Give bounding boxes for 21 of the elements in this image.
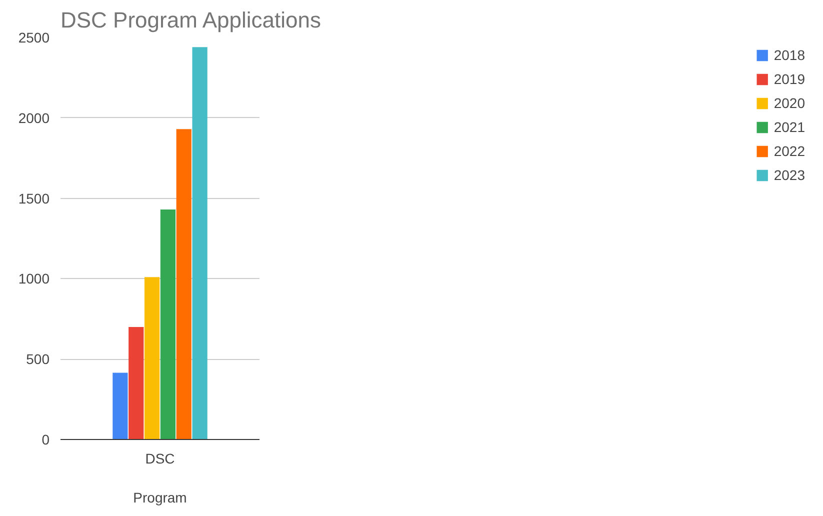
- y-tick-label: 500: [26, 351, 50, 368]
- bar: [176, 129, 192, 440]
- legend-label: 2023: [774, 167, 805, 183]
- chart-title: DSC Program Applications: [60, 8, 321, 32]
- y-tick-label: 2000: [18, 110, 50, 126]
- legend-label: 2022: [774, 143, 805, 159]
- y-tick-label: 0: [42, 432, 50, 448]
- bar: [112, 372, 128, 440]
- legend-label: 2019: [774, 71, 805, 87]
- y-tick-label: 2500: [18, 30, 50, 46]
- legend-label: 2018: [774, 47, 805, 63]
- y-tick-label: 1000: [18, 270, 50, 287]
- bar: [144, 277, 160, 440]
- x-axis-title: Program: [133, 490, 187, 506]
- bar: [160, 210, 176, 440]
- y-tick-label: 1500: [18, 190, 50, 206]
- x-tick-label: DSC: [145, 450, 175, 466]
- legend-label: 2020: [774, 95, 805, 111]
- bar: [128, 326, 144, 440]
- bar: [192, 47, 208, 440]
- legend-label: 2021: [774, 119, 805, 135]
